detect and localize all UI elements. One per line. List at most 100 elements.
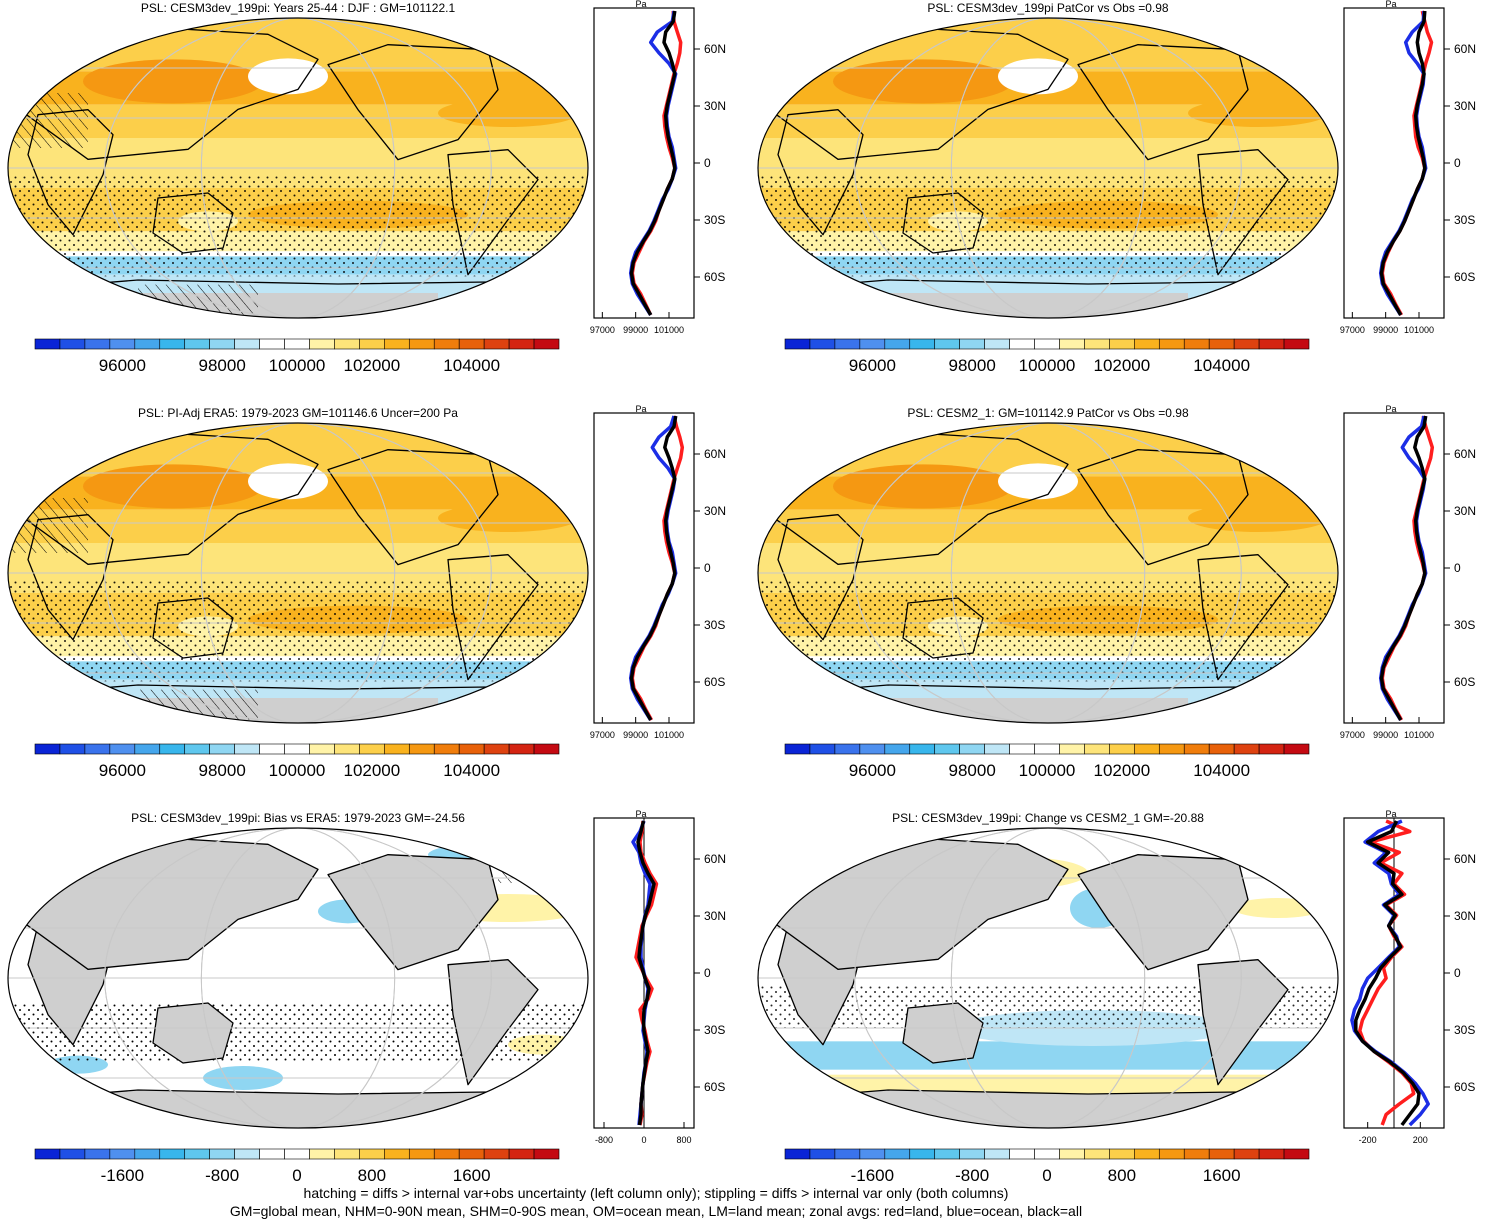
- colorbar-cell: [1034, 338, 1060, 350]
- colorbar-cell: [59, 338, 86, 350]
- zonal-profile: Pa 60N 30N 0 30S 60S -800 0 800: [593, 809, 726, 1145]
- siberian-high: [83, 59, 263, 104]
- lat-tick-label: 30N: [704, 99, 726, 113]
- colorbar-cell: [309, 743, 335, 755]
- icelandic-low: [1268, 51, 1328, 68]
- colorbar-cell: [458, 1148, 485, 1160]
- colorbar-cell: [433, 338, 460, 350]
- colorbar-cell: [1084, 1148, 1110, 1160]
- colorbar-cell: [859, 1148, 886, 1160]
- colorbar-cell: [59, 743, 86, 755]
- colorbar-cell: [84, 1148, 111, 1160]
- colorbar-tick-label: -800: [955, 1166, 989, 1185]
- zonal-profile: Pa 60N 30N 0 30S 60S -200 200: [1343, 809, 1476, 1145]
- stippling: [758, 176, 1338, 277]
- colorbar-cell: [34, 1148, 61, 1160]
- colorbar-cell: [1034, 743, 1060, 755]
- colorbar-cell: [284, 1148, 310, 1160]
- colorbar-cell: [234, 338, 260, 350]
- colorbar: 96000 98000 100000 102000 104000: [34, 338, 560, 375]
- colorbar-cell: [1208, 338, 1235, 350]
- x-tick-label: 99000: [623, 325, 648, 335]
- panel-5: PSL: CESM3dev_199pi: Bias vs ERA5: 1979-…: [7, 809, 726, 1185]
- map-field: [758, 828, 1338, 1128]
- lat-tick-label: 30S: [704, 1023, 725, 1037]
- colorbar-cell: [408, 743, 435, 755]
- colorbar-cell: [1158, 338, 1185, 350]
- colorbar-tick-label: 104000: [443, 356, 500, 375]
- profile-unit: Pa: [1385, 0, 1396, 9]
- colorbar-tick-label: 96000: [99, 356, 146, 375]
- colorbar-cell: [1183, 338, 1210, 350]
- colorbar-cell: [1183, 743, 1210, 755]
- profile-unit: Pa: [635, 809, 646, 819]
- colorbar-cell: [934, 338, 960, 350]
- colorbar-cell: [1134, 1148, 1160, 1160]
- map-border: [7, 17, 589, 319]
- colorbar-cell: [533, 1148, 560, 1160]
- colorbar-cell: [834, 743, 861, 755]
- panel-title: PSL: CESM3dev_199pi: Change vs CESM2_1 G…: [892, 811, 1204, 825]
- lat-tick-label: 0: [704, 561, 711, 575]
- colorbar-cell: [1233, 743, 1260, 755]
- colorbar-cell: [433, 1148, 460, 1160]
- all-line: [1354, 820, 1421, 1127]
- colorbar-cell: [483, 743, 510, 755]
- colorbar-cell: [359, 338, 385, 350]
- lat-tick-label: 30S: [1454, 618, 1475, 632]
- x-tick-label: 99000: [1373, 730, 1398, 740]
- colorbar-cell: [1258, 743, 1285, 755]
- map-field: [758, 18, 1338, 318]
- colorbar-cell: [259, 1148, 285, 1160]
- colorbar-cell: [384, 338, 410, 350]
- colorbar-cell: [309, 338, 335, 350]
- lat-tick-label: 60N: [704, 852, 726, 866]
- continent-africa: [27, 109, 114, 236]
- colorbar-cell: [259, 743, 285, 755]
- map-field: [8, 423, 588, 723]
- colorbar-cell: [784, 1148, 811, 1160]
- colorbar-tick-label: 800: [358, 1166, 386, 1185]
- lat-tick-label: 0: [1454, 966, 1461, 980]
- all-line: [629, 10, 677, 316]
- colorbar-cell: [359, 1148, 385, 1160]
- x-tick-label: 97000: [590, 730, 615, 740]
- colorbar-cell: [909, 338, 936, 350]
- colorbar-cell: [1283, 743, 1310, 755]
- lat-tick-label: 30N: [1454, 909, 1476, 923]
- colorbar-tick-label: 104000: [443, 761, 500, 780]
- x-tick-label: -200: [1359, 1135, 1377, 1145]
- zonal-profile: Pa 60N 30N 0 30S 60S 97000 99000 101000: [1340, 404, 1476, 740]
- colorbar-cell: [384, 1148, 410, 1160]
- lat-tick-label: 0: [1454, 156, 1461, 170]
- colorbar-cell: [1034, 1148, 1060, 1160]
- x-tick-label: 97000: [1340, 730, 1365, 740]
- colorbar-cell: [109, 743, 136, 755]
- colorbar-tick-label: 98000: [199, 356, 246, 375]
- x-tick-label: 99000: [623, 730, 648, 740]
- continent-south-america: [1197, 554, 1289, 681]
- colorbar-cell: [84, 743, 111, 755]
- colorbar-cell: [1283, 1148, 1310, 1160]
- colorbar-tick-label: 100000: [269, 356, 326, 375]
- icelandic-low: [518, 51, 578, 68]
- panel-1: PSL: CESM3dev_199pi: Years 25-44 : DJF :…: [7, 0, 726, 375]
- panel-3: PSL: PI-Adj ERA5: 1979-2023 GM=101146.6 …: [7, 404, 726, 780]
- colorbar-cell: [1134, 743, 1160, 755]
- continent-antarctica: [787, 1089, 1309, 1128]
- continent-africa: [27, 514, 114, 641]
- map-border: [757, 422, 1339, 724]
- lat-tick-label: 60S: [1454, 270, 1475, 284]
- colorbar-cell: [1208, 743, 1235, 755]
- colorbar-cell: [334, 1148, 360, 1160]
- colorbar-tick-label: 102000: [1093, 761, 1150, 780]
- stippling: [758, 581, 1338, 682]
- colorbar-cell: [1009, 743, 1035, 755]
- colorbar-cell: [984, 338, 1010, 350]
- colorbar-tick-label: 104000: [1193, 761, 1250, 780]
- azores-high: [438, 99, 578, 127]
- x-tick-label: 101000: [1404, 730, 1434, 740]
- siberian-high: [833, 464, 1013, 509]
- panel-6: PSL: CESM3dev_199pi: Change vs CESM2_1 G…: [757, 809, 1476, 1185]
- colorbar-cell: [209, 338, 235, 350]
